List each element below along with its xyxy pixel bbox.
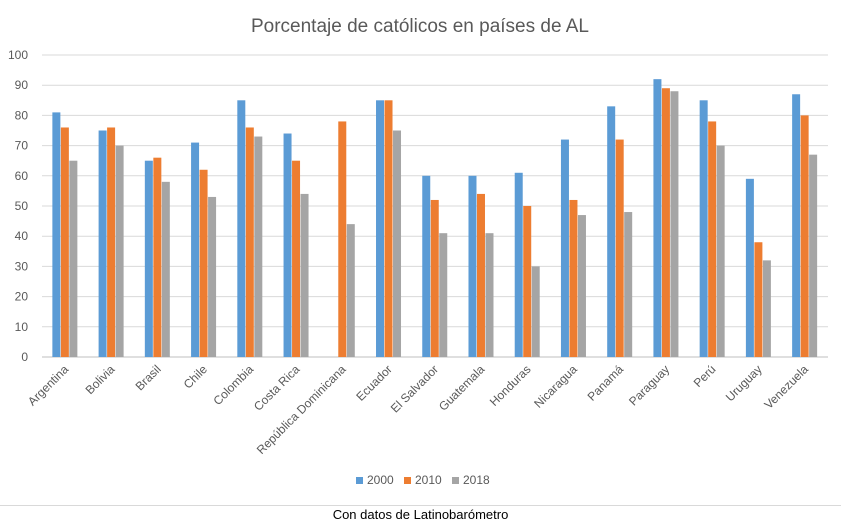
bar-2010-5 xyxy=(292,160,301,357)
x-tick-label: Argentina xyxy=(25,362,71,408)
bar-2018-13 xyxy=(670,91,679,358)
bar-2010-9 xyxy=(476,193,485,357)
bar-2018-9 xyxy=(485,233,494,357)
x-tick-label: Chile xyxy=(181,362,210,391)
bar-2000-0 xyxy=(52,112,61,357)
bar-2000-16 xyxy=(792,94,801,357)
bar-2000-15 xyxy=(745,178,754,357)
legend-swatch xyxy=(356,477,363,484)
bar-2018-1 xyxy=(115,145,124,357)
x-tick-label: Colombia xyxy=(210,362,256,408)
y-tick-label: 90 xyxy=(15,78,29,92)
bar-2018-16 xyxy=(809,154,818,357)
y-tick-label: 60 xyxy=(15,169,29,183)
x-tick-label: Venezuela xyxy=(761,362,811,412)
x-tick-label: Paraguay xyxy=(626,362,672,408)
bar-2010-8 xyxy=(430,199,439,357)
caption: Con datos de Latinobarómetro xyxy=(332,507,509,522)
bar-2000-2 xyxy=(144,160,153,357)
chart-area: Porcentaje de católicos en países de AL … xyxy=(0,16,841,506)
bar-2010-3 xyxy=(199,169,208,357)
bar-2010-10 xyxy=(523,206,532,357)
y-tick-label: 100 xyxy=(8,48,28,62)
bar-2000-8 xyxy=(422,175,431,357)
bar-2000-5 xyxy=(283,133,292,357)
y-tick-label: 70 xyxy=(15,139,29,153)
x-tick-label: Guatemala xyxy=(436,362,488,414)
bar-2010-14 xyxy=(708,121,717,357)
y-tick-label: 40 xyxy=(15,229,29,243)
x-tick-label: El Salvador xyxy=(388,362,441,415)
chart-title: Porcentaje de católicos en países de AL xyxy=(251,16,589,37)
bar-2010-15 xyxy=(754,242,763,357)
bar-2000-12 xyxy=(607,106,616,357)
bar-2000-14 xyxy=(699,100,708,358)
x-tick-label: Perú xyxy=(691,362,719,390)
x-tick-label: Honduras xyxy=(487,362,534,409)
bar-2018-12 xyxy=(624,212,633,357)
bar-2010-0 xyxy=(60,127,69,357)
bar-2018-7 xyxy=(393,130,402,357)
bar-2000-1 xyxy=(98,130,107,357)
bar-2018-8 xyxy=(439,233,448,357)
y-tick-label: 30 xyxy=(15,259,29,273)
bar-2018-15 xyxy=(762,260,771,357)
bar-2010-2 xyxy=(153,157,162,357)
bar-2010-13 xyxy=(661,88,670,357)
bar-2010-16 xyxy=(800,115,809,358)
x-tick-label: Ecuador xyxy=(353,362,395,404)
x-tick-label: Nicaragua xyxy=(531,362,580,411)
bar-2010-11 xyxy=(569,199,578,357)
bar-2018-3 xyxy=(208,196,217,357)
y-axis-ticks: 0 10 20 30 40 50 60 70 80 90 100 xyxy=(8,48,28,364)
legend-label: 2010 xyxy=(415,473,442,487)
x-tick-label: Panamá xyxy=(585,362,627,404)
bar-2000-10 xyxy=(514,172,523,357)
bar-2018-14 xyxy=(716,145,725,357)
bar-2018-0 xyxy=(69,160,78,357)
bar-2010-12 xyxy=(615,139,624,357)
bar-2000-11 xyxy=(560,139,569,357)
bar-2018-2 xyxy=(161,181,170,357)
bar-2018-11 xyxy=(577,215,586,357)
x-axis-ticks: Argentina Bolivia Brasil Chile ColombiaCosta… xyxy=(25,362,811,457)
legend: 2000 2010 2018 xyxy=(356,473,490,487)
y-tick-label: 20 xyxy=(15,290,29,304)
x-tick-label: Uruguay xyxy=(723,362,765,404)
bar-2010-6 xyxy=(338,121,347,357)
bar-2000-13 xyxy=(653,79,662,357)
bar-2018-10 xyxy=(531,266,540,357)
y-tick-label: 50 xyxy=(15,199,29,213)
y-tick-label: 0 xyxy=(21,350,28,364)
bar-2018-5 xyxy=(300,193,309,357)
bar-2010-4 xyxy=(245,127,254,357)
legend-swatch xyxy=(452,477,459,484)
bar-2018-4 xyxy=(254,136,263,357)
bar-2010-1 xyxy=(107,127,116,357)
bars xyxy=(52,79,818,358)
bar-2000-9 xyxy=(468,175,477,357)
legend-label: 2018 xyxy=(463,473,490,487)
y-tick-label: 10 xyxy=(15,320,29,334)
bar-chart: Porcentaje de católicos en países de AL … xyxy=(8,16,828,487)
x-tick-label: República Dominicana xyxy=(254,362,349,457)
y-tick-label: 80 xyxy=(15,108,29,122)
x-tick-label: Brasil xyxy=(133,362,164,393)
legend-swatch xyxy=(404,477,411,484)
bar-2000-4 xyxy=(237,100,246,358)
legend-label: 2000 xyxy=(367,473,394,487)
bar-2018-6 xyxy=(346,224,355,357)
bar-2000-3 xyxy=(191,142,200,357)
bar-2000-7 xyxy=(376,100,385,358)
x-tick-label: Bolivia xyxy=(83,362,118,397)
bar-2010-7 xyxy=(384,100,393,358)
